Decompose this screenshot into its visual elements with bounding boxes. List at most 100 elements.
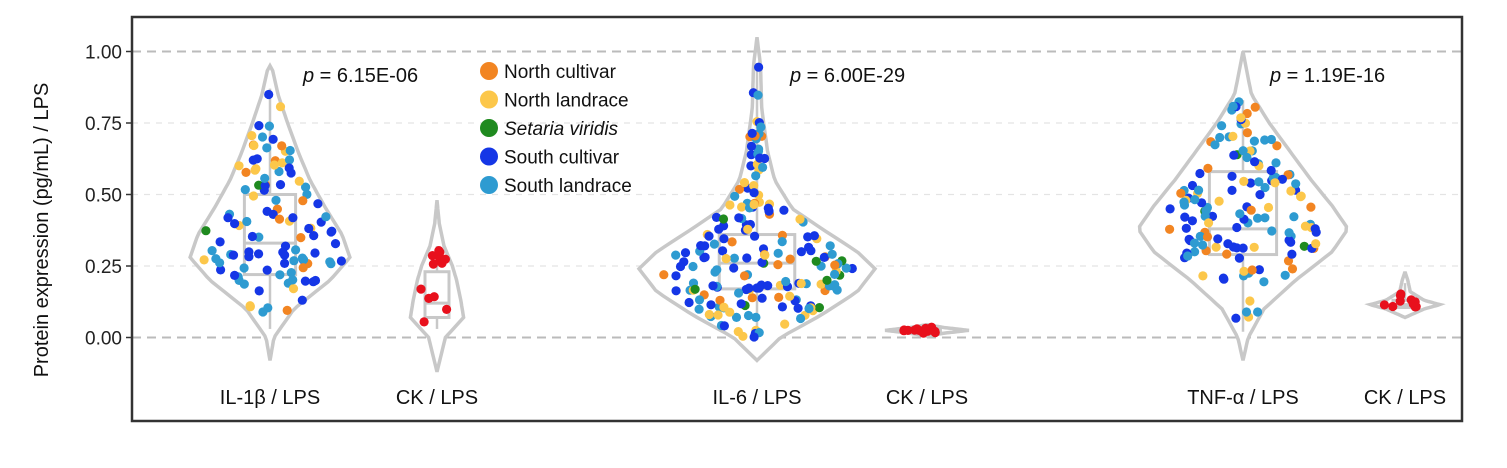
data-point [779, 205, 789, 215]
data-point [285, 145, 295, 156]
point-layer [199, 62, 1421, 342]
data-point [424, 293, 434, 303]
p-symbol: p [1269, 65, 1281, 87]
data-point [1259, 277, 1269, 287]
data-point [737, 202, 747, 212]
data-point [1280, 270, 1290, 280]
data-point [1183, 251, 1193, 261]
legend-swatch-3 [480, 147, 498, 166]
data-point [262, 265, 272, 275]
data-point [1254, 177, 1264, 187]
data-point [709, 239, 720, 249]
data-point [277, 158, 287, 168]
data-point [223, 213, 233, 223]
data-point [827, 249, 837, 259]
data-point [760, 153, 770, 164]
category-label-4: TNF-α / LPS [1187, 387, 1299, 409]
data-point [1201, 206, 1211, 216]
data-point [1311, 239, 1321, 249]
data-point [1287, 249, 1297, 259]
data-point [239, 279, 249, 289]
legend-swatch-0 [480, 62, 498, 80]
data-point [264, 121, 274, 131]
data-point [739, 271, 750, 281]
data-point [822, 275, 832, 285]
data-point [1181, 223, 1191, 233]
data-point [254, 249, 264, 259]
category-label-0: IL-1β / LPS [220, 387, 320, 409]
data-point [671, 250, 681, 260]
data-point [1379, 300, 1389, 310]
data-point [773, 260, 783, 270]
data-point [1213, 234, 1223, 244]
data-point [713, 310, 723, 320]
data-point [275, 270, 285, 280]
data-point [1241, 307, 1252, 317]
data-point [310, 248, 320, 258]
data-point [244, 252, 254, 262]
data-point [1194, 185, 1204, 195]
data-point [207, 246, 217, 256]
data-point [297, 295, 307, 305]
data-point [1287, 264, 1298, 274]
data-point [284, 163, 294, 173]
data-point [690, 284, 700, 294]
data-point [336, 256, 346, 266]
y-tick-label: 1.00 [85, 43, 122, 64]
data-point [1215, 132, 1225, 143]
data-point [419, 317, 429, 327]
data-point [1286, 186, 1296, 196]
data-point [216, 265, 226, 275]
legend: North cultivar North landrace Setaria viri… [480, 62, 632, 197]
data-point [301, 182, 311, 192]
data-point [785, 291, 795, 301]
data-point [671, 286, 681, 296]
data-point [427, 251, 438, 261]
violin-1 [408, 200, 466, 373]
data-point [719, 234, 729, 244]
legend-swatch-1 [480, 90, 498, 109]
data-point [751, 312, 761, 322]
data-point [731, 312, 742, 322]
data-point [795, 214, 805, 224]
data-point [809, 231, 820, 241]
data-point [739, 178, 750, 188]
data-point [199, 255, 209, 265]
data-point [262, 143, 272, 153]
data-point [671, 271, 681, 281]
y-tick-label: 0.25 [85, 257, 122, 278]
data-point [286, 268, 296, 278]
p-symbol: p [789, 65, 801, 87]
data-point [811, 256, 821, 266]
p-value-0: p = 6.15E-06 [302, 65, 418, 87]
data-point [1219, 274, 1229, 284]
data-point [704, 231, 714, 241]
data-point [741, 284, 751, 295]
y-tick-label: 0.75 [85, 114, 122, 135]
data-point [239, 263, 249, 273]
data-point [796, 247, 807, 257]
data-point [240, 185, 250, 195]
data-point [754, 283, 764, 293]
data-point [1255, 190, 1265, 200]
data-point [1411, 302, 1421, 312]
data-point [1289, 212, 1299, 222]
data-point [1211, 242, 1221, 252]
data-point [780, 319, 790, 329]
data-point [825, 241, 835, 251]
data-point [230, 270, 240, 280]
data-point [1187, 216, 1197, 226]
data-point [309, 231, 319, 241]
data-point [442, 304, 452, 314]
legend-swatch-4 [480, 176, 498, 194]
data-point [294, 176, 304, 186]
data-point [1291, 179, 1301, 189]
data-point [675, 261, 686, 272]
data-point [1222, 249, 1232, 259]
data-point [1260, 213, 1270, 223]
data-point [680, 248, 691, 258]
data-point [684, 297, 694, 308]
y-tick-label: 0.50 [85, 186, 122, 207]
data-point [710, 267, 720, 277]
